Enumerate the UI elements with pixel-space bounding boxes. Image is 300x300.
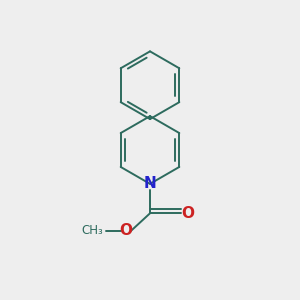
Text: CH₃: CH₃ xyxy=(82,224,104,238)
Text: N: N xyxy=(144,176,156,191)
Text: O: O xyxy=(119,224,132,238)
Text: O: O xyxy=(181,206,194,221)
